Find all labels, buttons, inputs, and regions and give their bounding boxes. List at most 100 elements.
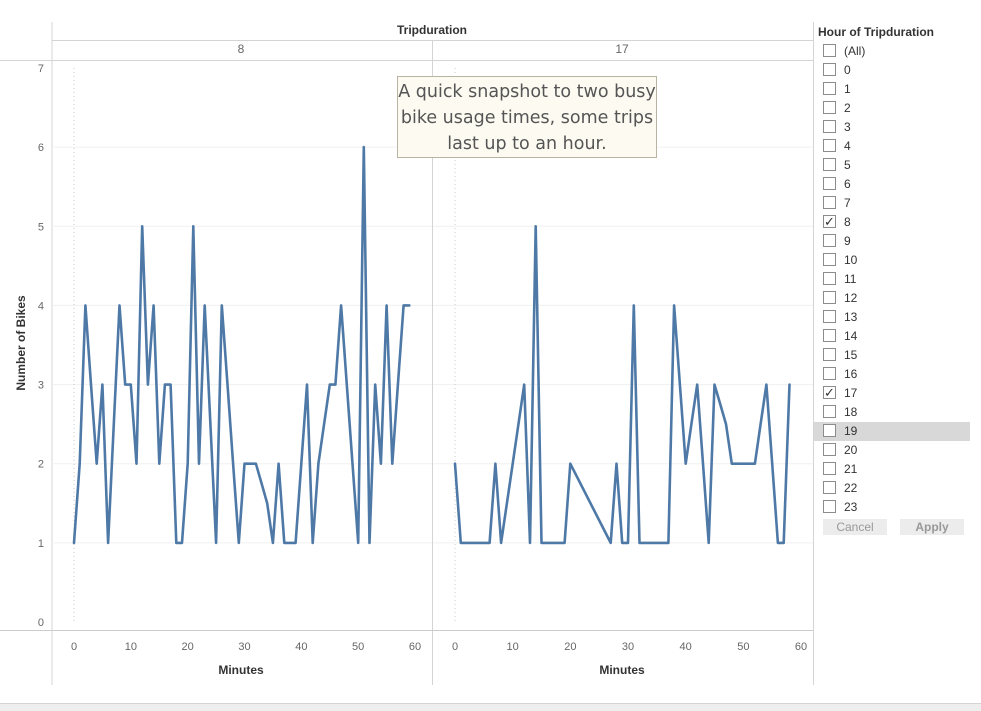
filter-option-22[interactable]: 22: [814, 479, 974, 498]
filter-option-all[interactable]: (All): [814, 42, 974, 61]
filter-option-label: 15: [844, 348, 858, 362]
checkbox[interactable]: [823, 253, 836, 266]
checkbox[interactable]: [823, 443, 836, 456]
filter-option-label: 9: [844, 234, 851, 248]
filter-option-20[interactable]: 20: [814, 441, 974, 460]
filter-option-6[interactable]: 6: [814, 175, 974, 194]
x-tick-label: 40: [295, 641, 307, 653]
filter-option-7[interactable]: 7: [814, 194, 974, 213]
filter-option-label: 0: [844, 63, 851, 77]
filter-option-19[interactable]: 19: [814, 422, 970, 441]
checkbox[interactable]: [823, 310, 836, 323]
x-axis-label-panel-17: Minutes: [599, 663, 645, 677]
filter-option-label: 18: [844, 405, 858, 419]
y-tick-label: 4: [38, 300, 44, 312]
x-tick-label: 0: [452, 641, 458, 653]
checkbox[interactable]: [823, 272, 836, 285]
chart-series: [72, 145, 791, 545]
annotation-box[interactable]: A quick snapshot to two busy bike usage …: [397, 76, 657, 158]
filter-option-5[interactable]: 5: [814, 156, 974, 175]
x-tick-label: 50: [352, 641, 364, 653]
filter-option-label: 11: [844, 272, 857, 286]
x-tick-label: 10: [125, 641, 137, 653]
checkbox[interactable]: ✓: [823, 214, 836, 229]
cancel-button[interactable]: Cancel: [823, 519, 887, 535]
checkbox[interactable]: [823, 405, 836, 418]
checkbox[interactable]: [823, 158, 836, 171]
filter-option-label: 4: [844, 139, 851, 153]
filter-option-label: 5: [844, 158, 851, 172]
checkbox[interactable]: [823, 196, 836, 209]
filter-option-11[interactable]: 11: [814, 270, 974, 289]
checkbox[interactable]: [823, 481, 836, 494]
filter-option-9[interactable]: 9: [814, 232, 974, 251]
filter-option-12[interactable]: 12: [814, 289, 974, 308]
x-axis-ticks: 0 10 20 30 40 50 60 0 10 20 30 40 50 60: [71, 641, 807, 653]
filter-option-2[interactable]: 2: [814, 99, 974, 118]
checkbox[interactable]: [823, 367, 836, 380]
filter-option-label: 3: [844, 120, 851, 134]
y-tick-label: 1: [38, 538, 44, 550]
y-axis-label: Number of Bikes: [14, 295, 28, 391]
checkbox[interactable]: [823, 139, 836, 152]
checkbox[interactable]: [823, 329, 836, 342]
y-tick-label: 5: [38, 221, 44, 233]
filter-option-23[interactable]: 23: [814, 498, 974, 517]
filter-option-label: 7: [844, 196, 851, 210]
checkbox[interactable]: ✓: [823, 385, 836, 400]
filter-option-0[interactable]: 0: [814, 61, 974, 80]
checkbox[interactable]: [823, 82, 836, 95]
filter-option-8[interactable]: ✓ 8: [814, 213, 974, 232]
filter-option-label: 17: [844, 386, 858, 400]
y-tick-label: 6: [38, 142, 44, 154]
filter-option-16[interactable]: 16: [814, 365, 974, 384]
x-axis-label-panel-8: Minutes: [218, 663, 264, 677]
panel-title-8: 8: [238, 42, 245, 56]
horizontal-scrollbar[interactable]: [0, 703, 981, 711]
filter-option-label: 10: [844, 253, 858, 267]
filter-option-15[interactable]: 15: [814, 346, 974, 365]
filter-option-1[interactable]: 1: [814, 80, 974, 99]
x-tick-label: 20: [182, 641, 194, 653]
checkbox[interactable]: [823, 424, 836, 437]
filter-option-label: 14: [844, 329, 858, 343]
filter-title: Hour of Tripduration: [818, 25, 934, 39]
filter-option-13[interactable]: 13: [814, 308, 974, 327]
filter-option-label: 1: [844, 82, 851, 96]
checkbox[interactable]: [823, 44, 836, 57]
filter-option-label: 20: [844, 443, 858, 457]
checkbox[interactable]: [823, 234, 836, 247]
filter-option-14[interactable]: 14: [814, 327, 974, 346]
checkbox[interactable]: [823, 348, 836, 361]
filter-option-10[interactable]: 10: [814, 251, 974, 270]
filter-options: (All) 0 1 2 3 4 5 6 7 ✓ 8 9 10 11 12 13 14 15 16 ✓ 17 18 19 20 2…: [814, 42, 974, 517]
y-tick-label: 2: [38, 459, 44, 471]
x-tick-label: 30: [238, 641, 250, 653]
filter-option-18[interactable]: 18: [814, 403, 974, 422]
filter-option-label: 13: [844, 310, 858, 324]
filter-option-label: 12: [844, 291, 858, 305]
x-tick-label: 30: [622, 641, 634, 653]
checkbox[interactable]: [823, 291, 836, 304]
checkbox[interactable]: [823, 177, 836, 190]
filter-option-4[interactable]: 4: [814, 137, 974, 156]
x-tick-label: 0: [71, 641, 77, 653]
filter-buttons: Cancel Apply: [814, 519, 974, 543]
filter-option-21[interactable]: 21: [814, 460, 974, 479]
filter-option-17[interactable]: ✓ 17: [814, 384, 974, 403]
checkbox[interactable]: [823, 101, 836, 114]
hour-filter-panel: Hour of Tripduration (All) 0 1 2 3 4 5 6 7 ✓ 8 9 10 1…: [814, 22, 974, 543]
series-line-hour-17: [453, 225, 791, 545]
x-tick-label: 60: [409, 641, 421, 653]
column-header: Tripduration: [397, 23, 467, 37]
checkbox[interactable]: [823, 462, 836, 475]
filter-option-3[interactable]: 3: [814, 118, 974, 137]
x-tick-label: 20: [564, 641, 576, 653]
checkbox[interactable]: [823, 63, 836, 76]
filter-option-label: 2: [844, 101, 851, 115]
apply-button[interactable]: Apply: [900, 519, 964, 535]
checkbox[interactable]: [823, 120, 836, 133]
filter-option-label: 16: [844, 367, 858, 381]
checkbox[interactable]: [823, 500, 836, 513]
